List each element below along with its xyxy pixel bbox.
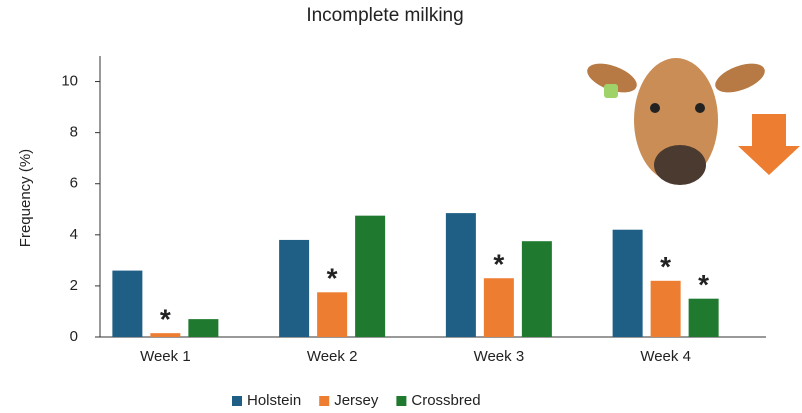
bar	[688, 298, 719, 337]
arrow	[738, 114, 800, 175]
bar	[612, 229, 643, 337]
y-tick-label: 6	[70, 175, 78, 192]
significance-marker: *	[327, 263, 338, 294]
significance-marker: *	[493, 249, 504, 280]
bar	[521, 241, 552, 337]
y-axis-label: Frequency (%)	[17, 149, 34, 247]
chart-title: Incomplete milking	[306, 5, 463, 26]
x-tick-label: Week 3	[474, 348, 525, 365]
legend-label: Jersey	[334, 392, 379, 409]
y-tick-label: 4	[70, 226, 78, 243]
significance-marker: *	[160, 304, 171, 335]
legend-swatch	[396, 396, 407, 406]
x-tick-label: Week 2	[307, 348, 358, 365]
x-tick-label: Week 4	[640, 348, 691, 365]
bar	[355, 215, 386, 337]
cow-illustration	[587, 58, 765, 185]
bar	[188, 319, 219, 337]
bar	[650, 280, 681, 337]
legend-label: Crossbred	[411, 392, 480, 409]
legend-label: Holstein	[247, 392, 301, 409]
y-tick-label: 10	[61, 73, 78, 90]
y-tick-label: 8	[70, 124, 78, 141]
legend-swatch	[319, 396, 330, 406]
bar	[279, 239, 310, 337]
x-tick-label: Week 1	[140, 348, 191, 365]
y-tick-label: 0	[70, 328, 78, 345]
legend-swatch	[232, 396, 242, 406]
significance-marker: *	[698, 269, 709, 300]
bar	[445, 213, 476, 337]
y-tick-label: 2	[70, 277, 78, 294]
significance-marker: *	[660, 251, 671, 282]
bar	[483, 278, 514, 337]
bar	[317, 292, 348, 337]
bar	[150, 333, 181, 337]
bar	[112, 270, 143, 337]
